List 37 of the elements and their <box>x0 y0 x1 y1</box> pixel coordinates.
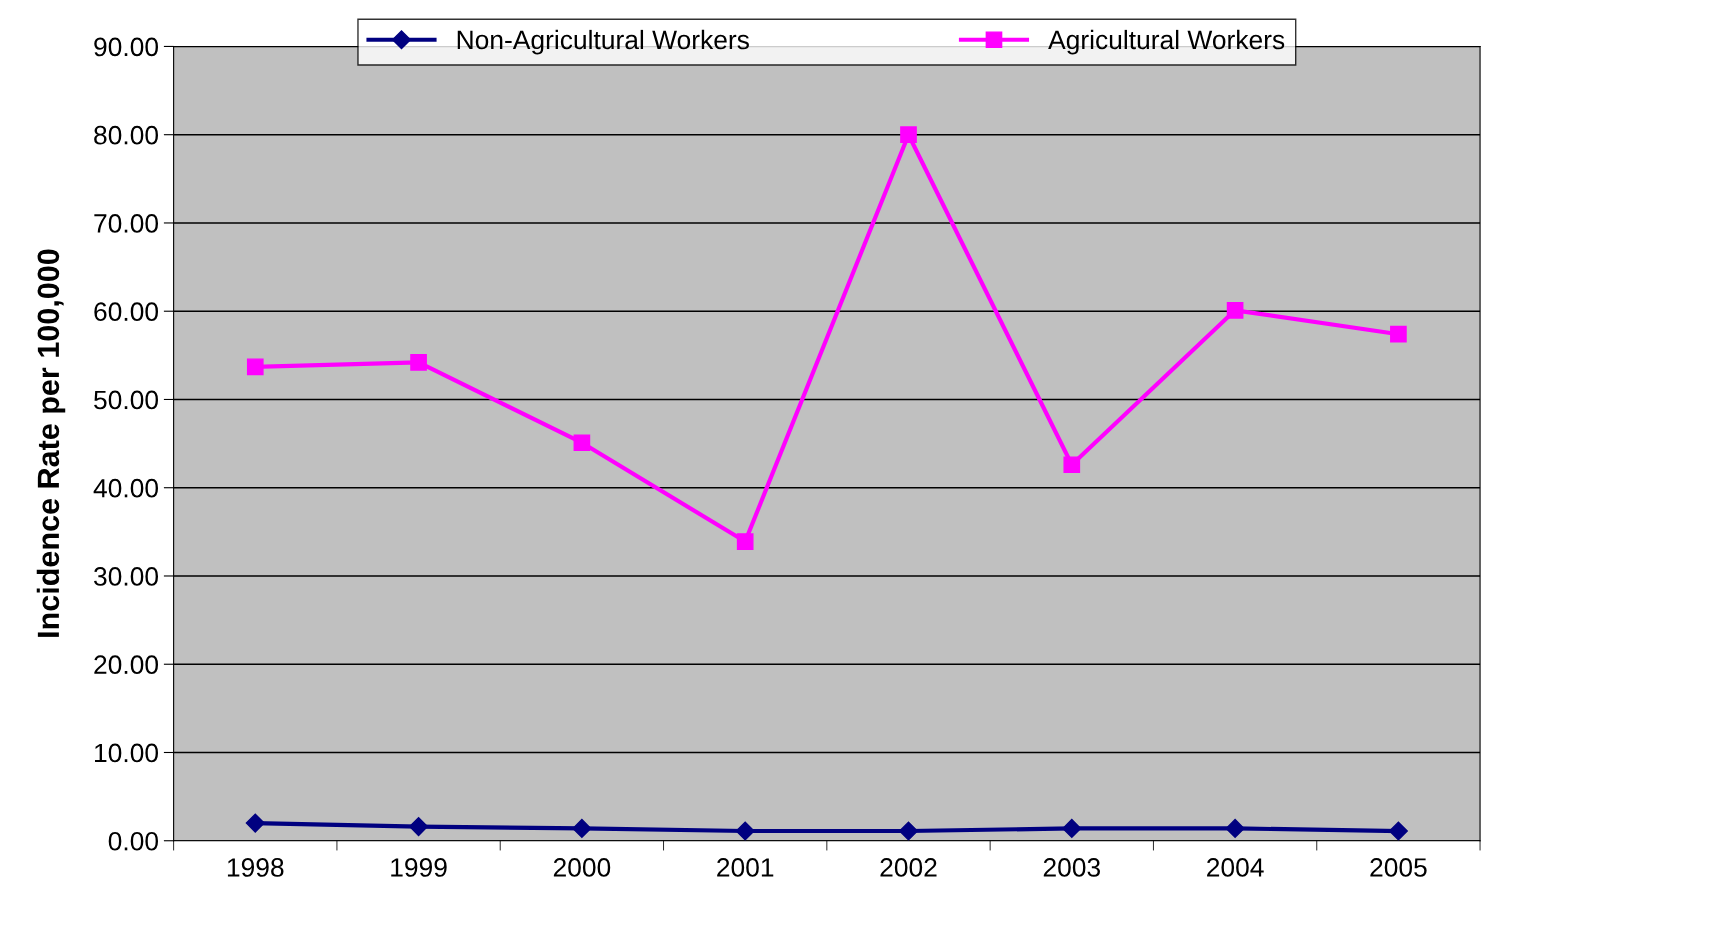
point <box>1063 456 1081 474</box>
point <box>246 358 264 376</box>
y-tick-label: 40.00 <box>93 478 159 498</box>
point <box>245 813 265 833</box>
x-tick-label: 2005 <box>1370 858 1427 877</box>
point <box>1062 818 1082 838</box>
point <box>1226 301 1244 319</box>
x-tick-label: 1999 <box>391 858 447 877</box>
point <box>1225 818 1245 838</box>
y-tick-label: 90.00 <box>94 37 159 57</box>
point <box>573 434 591 452</box>
y-tick-label: 20.00 <box>94 655 159 675</box>
x-tick-label: 2002 <box>880 858 937 877</box>
y-tick-label: 50.00 <box>94 390 159 410</box>
y-tick-label: 60.00 <box>94 302 159 322</box>
x-tick-label: 1998 <box>227 858 284 877</box>
point <box>736 533 754 550</box>
legend-label: Agricultural Workers <box>1048 29 1285 55</box>
y-tick-label: 0.00 <box>108 831 159 851</box>
point <box>410 354 427 371</box>
point <box>572 818 592 838</box>
point <box>735 821 755 841</box>
y-tick-label: 70.00 <box>94 214 159 233</box>
point <box>898 821 919 841</box>
point <box>1390 325 1407 343</box>
y-tick-label: 10.00 <box>95 743 159 763</box>
y-tick-label: 30.00 <box>94 567 159 586</box>
point <box>409 817 429 837</box>
y-tick-label: 80.00 <box>94 125 159 145</box>
x-tick-label: 2004 <box>1207 858 1264 877</box>
point <box>1388 821 1408 841</box>
x-tick-label: 2001 <box>717 858 774 877</box>
y-axis-title: Incidence Rate per 100,000 <box>36 249 66 637</box>
x-tick-label: 2003 <box>1043 858 1100 877</box>
x-tick-label: 2000 <box>553 858 611 877</box>
legend-label: Non-Agricultural Workers <box>457 29 749 55</box>
point <box>900 126 917 144</box>
